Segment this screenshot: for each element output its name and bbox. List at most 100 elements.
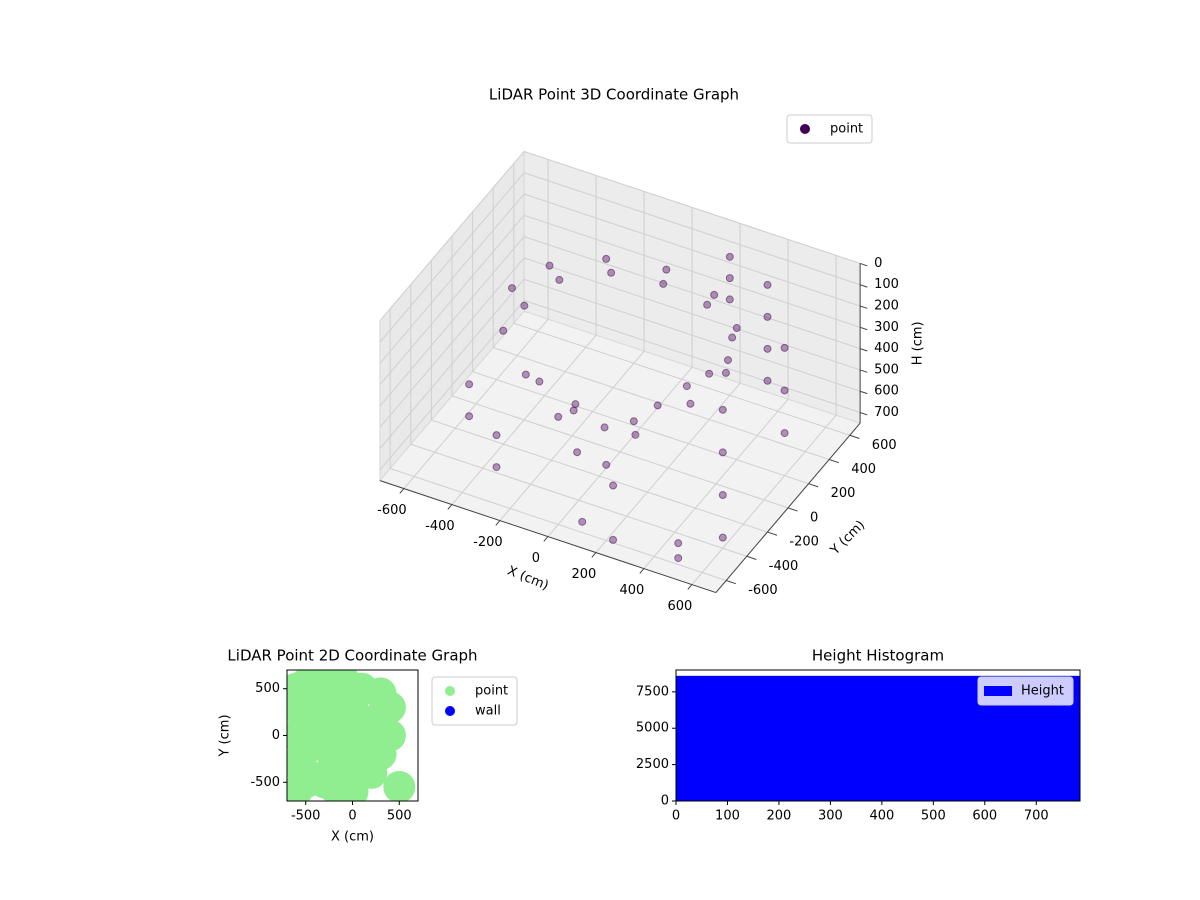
point-marker <box>609 481 618 490</box>
y-tick-label: -500 <box>250 775 280 790</box>
x-tick-label: 200 <box>571 567 596 582</box>
point-marker <box>721 368 730 377</box>
grid-line <box>410 443 747 557</box>
point-marker <box>725 295 734 304</box>
grid-line <box>523 214 861 328</box>
x-axis-label: X (cm) <box>331 830 374 845</box>
grid-line <box>379 278 525 449</box>
legend-box <box>977 676 1074 706</box>
x-tick-label: 0 <box>532 551 540 566</box>
plot-area <box>287 670 416 801</box>
point-marker <box>725 274 734 283</box>
grid-line <box>431 419 768 533</box>
x-tick <box>639 568 645 574</box>
point-marker <box>780 429 789 438</box>
z-tick <box>859 412 868 416</box>
legend-label: point <box>475 684 508 699</box>
x-tick <box>591 552 597 558</box>
x-tick-label: 400 <box>869 809 894 824</box>
legend-label: point <box>830 122 863 137</box>
point-marker <box>345 672 378 705</box>
point-marker <box>607 268 616 277</box>
y-tick <box>787 507 798 512</box>
point-marker <box>373 719 406 752</box>
y-tick <box>726 580 736 585</box>
point-marker <box>383 770 416 801</box>
point-marker <box>718 448 727 457</box>
grid-line <box>379 151 525 322</box>
axes-frame <box>675 669 1081 802</box>
point-marker <box>728 333 737 342</box>
y-axis-line <box>715 422 861 593</box>
grid-line <box>379 236 525 407</box>
point-marker <box>571 400 580 409</box>
grid-line <box>390 468 727 581</box>
point-marker <box>573 448 582 457</box>
point-marker <box>686 399 695 408</box>
z-tick-label: 700 <box>874 405 899 420</box>
z-tick <box>859 305 868 309</box>
grid-line <box>472 371 809 485</box>
legend-marker <box>984 686 1012 696</box>
point-marker <box>609 535 618 544</box>
grid-line <box>493 347 830 460</box>
y-tick <box>746 555 757 560</box>
x-tick-label: 500 <box>921 809 946 824</box>
grid-line <box>379 172 525 343</box>
legend-label: wall <box>475 704 501 719</box>
grid-line <box>513 322 850 436</box>
x-axis-line <box>379 480 717 594</box>
point-marker <box>682 382 691 391</box>
grid-line <box>523 300 861 413</box>
x-tick-label: 500 <box>387 809 412 824</box>
x-tick-label: -500 <box>291 809 321 824</box>
y-tick-label: -200 <box>789 535 819 550</box>
z-tick-label: 400 <box>874 341 899 356</box>
point-marker <box>465 412 474 421</box>
chart-title: LiDAR Point 3D Coordinate Graph <box>489 86 739 104</box>
z-tick <box>859 284 868 288</box>
z-tick <box>859 390 868 395</box>
y-tick-label: 500 <box>255 681 280 696</box>
point-marker <box>718 405 727 414</box>
point-marker <box>499 326 508 335</box>
z-tick-label: 100 <box>874 277 899 292</box>
z-tick-label: 0 <box>874 256 882 271</box>
y-tick-label: 0 <box>272 728 280 743</box>
y-tick-label: 200 <box>831 486 856 501</box>
grid-line <box>523 278 861 392</box>
point-marker <box>554 412 563 421</box>
point-marker <box>662 265 671 274</box>
chart-title: LiDAR Point 2D Coordinate Graph <box>227 647 477 665</box>
x-tick-label: -400 <box>425 519 455 534</box>
x-tick-label: -200 <box>473 535 503 550</box>
z-tick-label: 200 <box>874 299 899 314</box>
point-marker <box>763 312 772 321</box>
point-marker <box>520 301 529 310</box>
grid-line <box>379 257 525 428</box>
point-marker <box>535 377 544 386</box>
legend-label: Height <box>1021 684 1064 699</box>
point-marker <box>780 386 789 395</box>
point-marker <box>521 370 530 379</box>
point-marker <box>705 369 714 378</box>
x-tick-label: 600 <box>667 599 692 614</box>
x-tick-label: 400 <box>619 583 644 598</box>
y-tick <box>808 483 819 488</box>
x-tick-label: 100 <box>715 809 740 824</box>
grid-line <box>451 395 789 509</box>
point-marker <box>725 252 734 261</box>
grid-line <box>523 172 861 286</box>
x-tick-label: 200 <box>767 809 792 824</box>
y-tick <box>849 434 860 439</box>
y-tick-label: 5000 <box>636 721 669 736</box>
point-marker <box>653 401 662 410</box>
x-tick <box>687 584 693 590</box>
x-tick-label: 0 <box>672 809 680 824</box>
point-marker <box>578 517 587 526</box>
point-marker <box>629 417 638 426</box>
z-tick <box>859 262 868 267</box>
point-marker <box>780 343 789 352</box>
z-tick <box>859 348 868 352</box>
x-tick-label: 700 <box>1024 809 1049 824</box>
